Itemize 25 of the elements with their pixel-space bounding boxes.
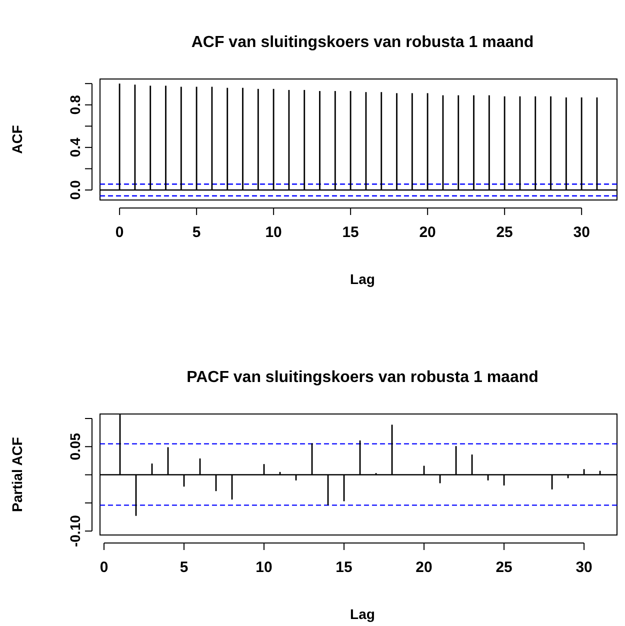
y-tick-label: 0.8 [67, 94, 83, 115]
y-axis-title: Partial ACF [9, 436, 25, 512]
y-tick-label: 0.05 [67, 432, 83, 460]
x-tick-label: 15 [336, 559, 352, 576]
chart-title: ACF van sluitingskoers van robusta 1 maand [191, 34, 534, 51]
y-tick-label: 0.0 [67, 180, 83, 200]
x-tick-label: 5 [180, 559, 188, 576]
x-tick-label: 0 [100, 559, 108, 576]
x-tick-label: 0 [115, 224, 124, 241]
x-tick-label: 10 [256, 559, 272, 576]
y-tick-label: 0.4 [67, 137, 83, 158]
x-tick-label: 10 [265, 224, 282, 241]
x-tick-label: 5 [192, 224, 201, 241]
x-tick-label: 30 [573, 224, 590, 241]
chart-title: PACF van sluitingskoers van robusta 1 maand [186, 369, 538, 386]
x-tick-label: 15 [342, 224, 359, 241]
x-tick-label: 25 [496, 559, 512, 576]
x-axis-title: Lag [350, 606, 375, 622]
x-tick-label: 25 [496, 224, 513, 241]
y-axis-title: ACF [9, 124, 25, 154]
y-tick-label: -0.10 [67, 514, 83, 548]
x-axis-title: Lag [350, 271, 375, 287]
x-tick-label: 20 [419, 224, 436, 241]
x-tick-label: 30 [576, 559, 592, 576]
x-tick-label: 20 [416, 559, 432, 576]
